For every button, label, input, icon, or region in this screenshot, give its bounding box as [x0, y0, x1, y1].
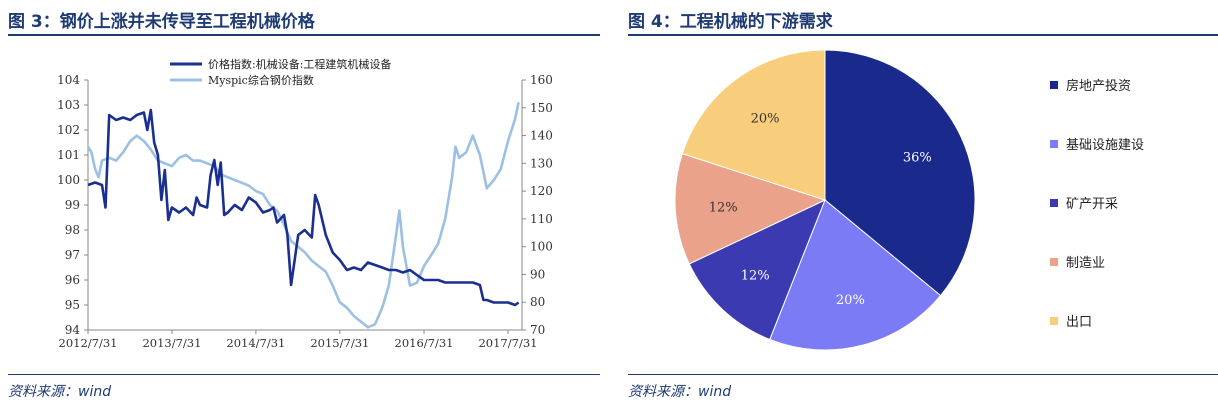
x-tick-label: 2016/7/31 [395, 336, 454, 350]
figure-title-bar: 图 3：钢价上涨并未传导至工程机械价格 [8, 0, 600, 36]
pie-slice [674, 153, 827, 265]
figure-left: 图 3：钢价上涨并未传导至工程机械价格 94 95 96 97 98 99 100 101 10… [0, 0, 600, 405]
pie-data-label: 36% [903, 151, 932, 166]
left-tick-label: 96 [65, 273, 80, 287]
right-tick-label: 70 [530, 323, 545, 337]
left-tick-label: 101 [57, 148, 80, 162]
right-tick-label: 100 [530, 240, 553, 254]
legend-swatch [1050, 258, 1058, 266]
left-tick-label: 103 [57, 98, 80, 112]
right-tick-label: 150 [530, 101, 553, 115]
pie-data-label: 20% [836, 293, 865, 308]
right-tick-label: 130 [530, 156, 553, 170]
left-tick-label: 97 [65, 248, 80, 262]
series-line-steel-index [86, 101, 520, 329]
legend-label: 制造业 [1066, 256, 1105, 271]
x-tick-label: 2013/7/31 [142, 336, 201, 350]
right-tick-label: 120 [530, 184, 553, 198]
source-note: 资料来源：wind [628, 384, 732, 400]
x-tick-label: 2012/7/31 [59, 336, 118, 350]
figure-title: 图 4：工程机械的下游需求 [628, 12, 833, 32]
pie-slice [769, 199, 942, 351]
legend-label: 房地产投资 [1066, 78, 1131, 94]
pie-slice [681, 49, 826, 201]
right-tick-label: 140 [530, 129, 553, 143]
legend-swatch [1050, 317, 1058, 325]
series-line-price-index [87, 108, 520, 307]
right-tick-label: 80 [530, 295, 545, 309]
pie-slice [824, 49, 976, 297]
legend-swatch [1050, 199, 1058, 207]
left-tick-label: 94 [65, 323, 81, 337]
legend-label: 出口 [1066, 315, 1092, 330]
source-bar: 资料来源：wind [8, 374, 600, 405]
legend-label: 矿产开采 [1066, 197, 1118, 212]
figure-title-bar: 图 4：工程机械的下游需求 [628, 0, 1218, 36]
figure-title: 图 3：钢价上涨并未传导至工程机械价格 [8, 12, 315, 32]
pie-data-label: 12% [741, 268, 770, 283]
legend-swatch [1050, 140, 1058, 148]
left-tick-label: 98 [65, 223, 80, 237]
legend-label: Myspic综合钢价指数 [208, 73, 314, 87]
pie-slice [688, 199, 826, 341]
source-bar: 资料来源：wind [628, 374, 1218, 405]
x-tick-label: 2017/7/31 [478, 336, 537, 350]
x-tick-label: 2015/7/31 [310, 336, 369, 350]
left-tick-label: 95 [65, 298, 80, 312]
right-tick-label: 110 [530, 212, 553, 226]
legend-label: 价格指数:机械设备:工程建筑机械设备 [208, 57, 391, 71]
right-tick-label: 90 [530, 267, 545, 281]
left-tick-label: 99 [65, 198, 80, 212]
x-tick-label: 2014/7/31 [226, 336, 285, 350]
legend-swatch [1050, 81, 1058, 89]
right-tick-label: 160 [530, 73, 553, 87]
legend-label: 基础设施建设 [1066, 138, 1144, 153]
figure-right: 图 4：工程机械的下游需求 36% 20% 12% 12% 20% 房地产投资基础设施建设… [620, 0, 1218, 405]
left-tick-label: 102 [57, 123, 80, 137]
left-tick-label: 104 [57, 73, 80, 87]
pie-data-label: 12% [709, 200, 738, 215]
source-note: 资料来源：wind [8, 384, 112, 400]
left-tick-label: 100 [57, 173, 80, 187]
line-chart: 94 95 96 97 98 99 100 101 102 103 104 70 80 90 100 110 1… [57, 57, 553, 350]
pie-data-label: 20% [751, 111, 780, 126]
